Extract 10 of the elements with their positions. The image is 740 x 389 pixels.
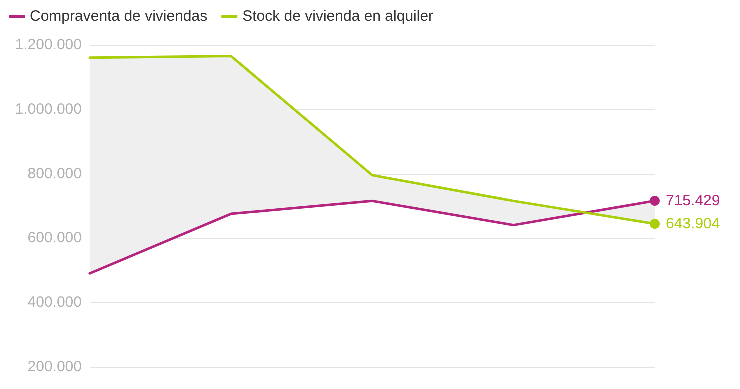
y-tick-label: 800.000 bbox=[28, 165, 82, 182]
y-tick-label: 400.000 bbox=[28, 294, 82, 312]
y-tick-label: 600.000 bbox=[28, 230, 82, 247]
data-label: 643.904 bbox=[666, 216, 720, 233]
legend-label: Stock de vivienda en alquiler bbox=[242, 8, 434, 25]
y-tick-label: 1.000.000 bbox=[15, 100, 82, 118]
legend-label: Compraventa de viviendas bbox=[30, 8, 208, 25]
data-label: 715.429 bbox=[666, 192, 720, 210]
y-tick-label: 1.200.000 bbox=[15, 36, 82, 54]
y-tick-label: 200.000 bbox=[28, 358, 82, 376]
